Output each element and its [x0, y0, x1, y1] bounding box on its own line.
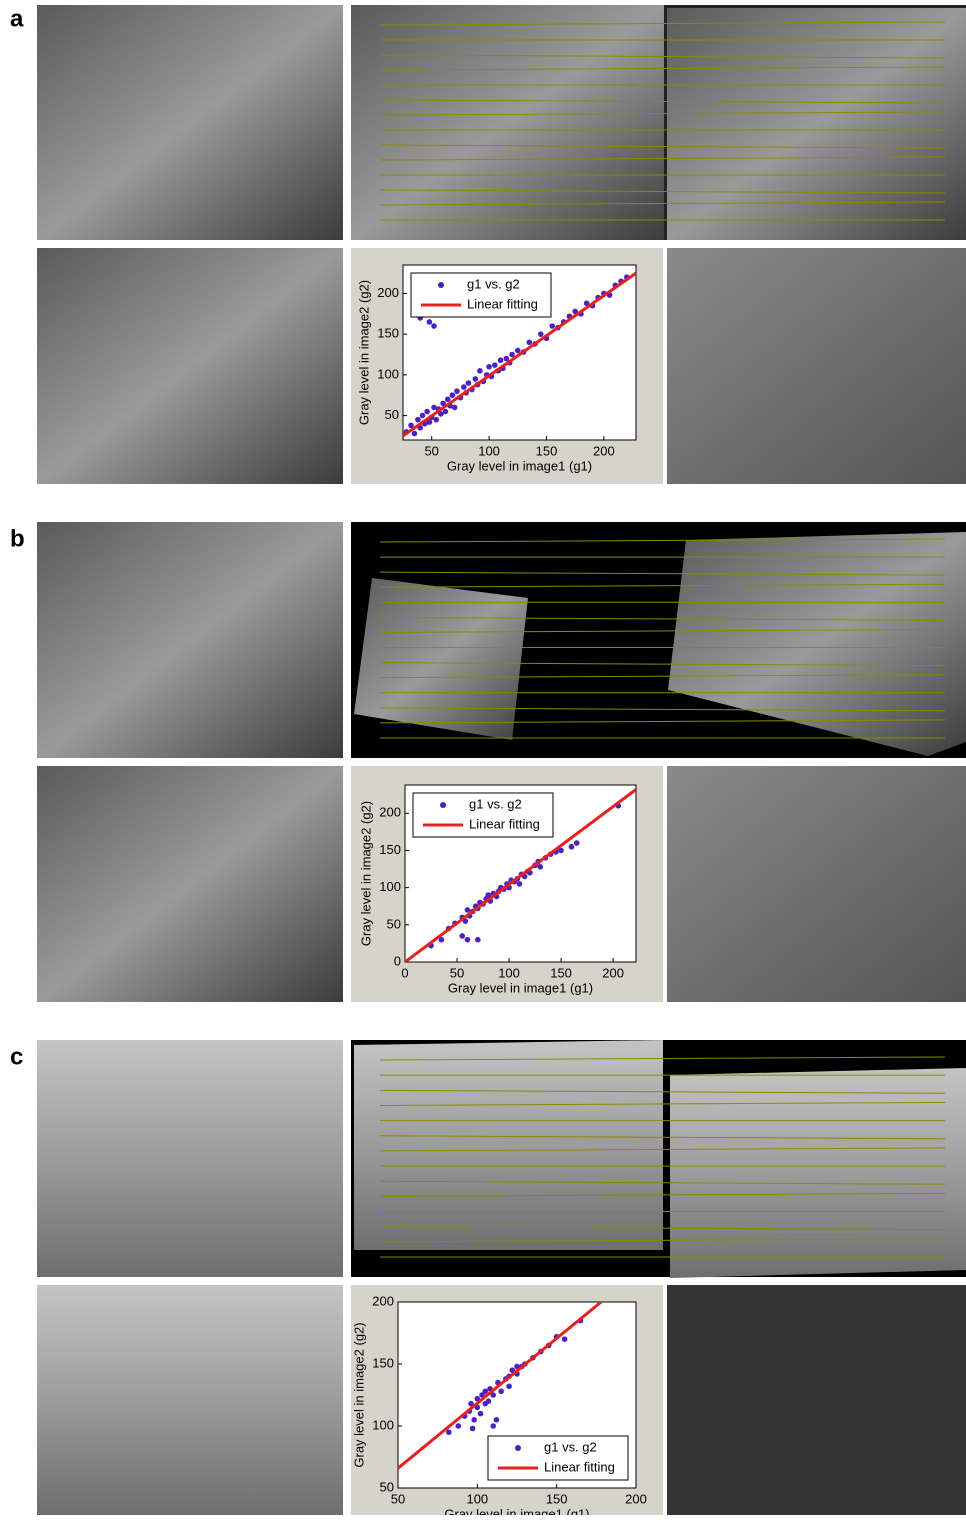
point	[466, 380, 472, 386]
y-tick-label: 150	[379, 842, 401, 857]
x-tick-label: 150	[546, 1491, 568, 1506]
x-tick-label: 100	[478, 443, 500, 458]
y-tick-label: 200	[372, 1293, 394, 1308]
point	[459, 933, 465, 939]
rectified-image	[354, 1040, 663, 1250]
point	[424, 409, 430, 415]
y-tick-label: 150	[372, 1355, 394, 1370]
x-tick-label: 50	[450, 965, 464, 980]
legend-label: g1 vs. g2	[467, 276, 520, 291]
disparity-map	[667, 1285, 966, 1515]
point	[486, 364, 492, 370]
point	[538, 331, 544, 337]
legend-swatch	[440, 802, 446, 808]
x-tick-label: 200	[625, 1491, 647, 1506]
point	[443, 409, 449, 415]
point	[478, 1411, 484, 1417]
panel-label: b	[10, 525, 25, 552]
disparity-map	[667, 248, 966, 484]
x-tick-label: 150	[550, 965, 572, 980]
point	[473, 376, 479, 382]
point	[465, 937, 471, 943]
point	[454, 388, 460, 394]
figure: a b c 5010015020050100150200Gray level i…	[0, 0, 966, 1515]
point	[490, 1423, 496, 1429]
y-tick-label: 100	[379, 879, 401, 894]
x-axis-label: Gray level in image1 (g1)	[448, 980, 593, 995]
point	[445, 397, 451, 403]
point	[446, 1429, 452, 1435]
y-axis-label: Gray level in image2 (g2)	[351, 1322, 366, 1467]
legend-label: Linear fitting	[544, 1459, 615, 1474]
point	[452, 405, 458, 411]
photo	[37, 5, 343, 240]
x-axis-label: Gray level in image1 (g1)	[447, 458, 592, 473]
point	[537, 864, 543, 870]
y-tick-label: 200	[379, 805, 401, 820]
legend-label: Linear fitting	[467, 296, 538, 311]
point	[526, 340, 532, 346]
x-tick-label: 100	[466, 1491, 488, 1506]
point	[431, 323, 437, 329]
point	[470, 1426, 476, 1432]
y-tick-label: 200	[377, 285, 399, 300]
point	[465, 907, 471, 913]
x-tick-label: 200	[593, 443, 615, 458]
x-tick-label: 100	[498, 965, 520, 980]
point	[420, 413, 426, 419]
photo	[37, 1285, 343, 1515]
y-tick-label: 100	[372, 1417, 394, 1432]
y-tick-label: 100	[377, 366, 399, 381]
point	[461, 384, 467, 390]
y-axis-label: Gray level in image2 (g2)	[358, 801, 373, 946]
panel-label: a	[10, 5, 24, 32]
x-tick-label: 50	[424, 443, 438, 458]
legend-swatch	[515, 1445, 521, 1451]
photo	[37, 766, 343, 1002]
photo	[37, 248, 343, 484]
point	[471, 1417, 477, 1423]
y-tick-label: 150	[377, 326, 399, 341]
legend-swatch	[438, 282, 444, 288]
panel-label: c	[10, 1043, 23, 1070]
x-tick-label: 0	[401, 965, 408, 980]
point	[455, 1423, 461, 1429]
point	[486, 1398, 492, 1404]
point	[494, 1417, 500, 1423]
rectified-image	[670, 1068, 966, 1278]
photo	[37, 522, 343, 758]
point	[492, 362, 498, 368]
point	[498, 1388, 504, 1394]
disparity-map	[667, 766, 966, 1002]
legend-label: g1 vs. g2	[469, 796, 522, 811]
point	[515, 348, 521, 354]
y-axis-label: Gray level in image2 (g2)	[356, 280, 371, 425]
point	[415, 417, 421, 423]
y-tick-label: 50	[387, 916, 401, 931]
y-tick-label: 0	[394, 953, 401, 968]
point	[412, 431, 418, 437]
point	[569, 844, 575, 850]
point	[562, 1336, 568, 1342]
x-tick-label: 200	[602, 965, 624, 980]
point	[549, 323, 555, 329]
point	[517, 881, 523, 887]
y-tick-label: 50	[380, 1479, 394, 1494]
legend-label: Linear fitting	[469, 816, 540, 831]
point	[475, 937, 481, 943]
y-tick-label: 50	[385, 407, 399, 422]
x-axis-label: Gray level in image1 (g1)	[444, 1506, 589, 1515]
point	[574, 840, 580, 846]
point	[427, 319, 433, 325]
legend-label: g1 vs. g2	[544, 1439, 597, 1454]
photo	[37, 1040, 343, 1277]
rectified-image	[667, 8, 966, 240]
point	[498, 357, 504, 363]
point	[477, 368, 483, 374]
point	[450, 392, 456, 398]
point	[433, 417, 439, 423]
x-tick-label: 150	[536, 443, 558, 458]
point	[509, 352, 515, 358]
point	[506, 1384, 512, 1390]
